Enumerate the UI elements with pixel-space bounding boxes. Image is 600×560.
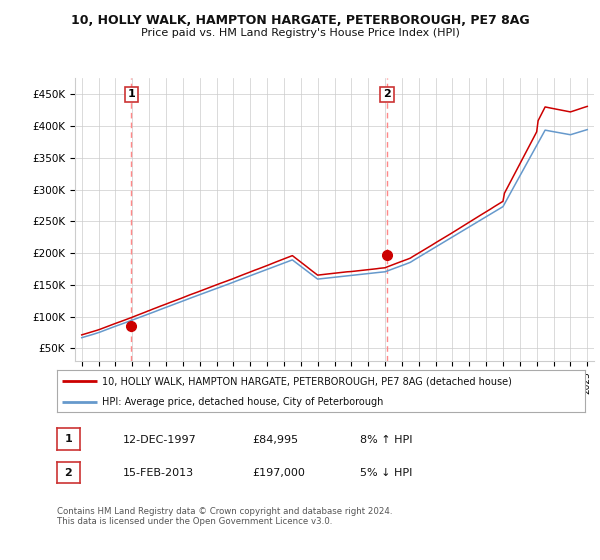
Text: 5% ↓ HPI: 5% ↓ HPI xyxy=(360,468,412,478)
Text: Contains HM Land Registry data © Crown copyright and database right 2024.
This d: Contains HM Land Registry data © Crown c… xyxy=(57,507,392,526)
Text: 8% ↑ HPI: 8% ↑ HPI xyxy=(360,435,413,445)
Text: 2: 2 xyxy=(65,468,72,478)
Text: £84,995: £84,995 xyxy=(252,435,298,445)
Text: 10, HOLLY WALK, HAMPTON HARGATE, PETERBOROUGH, PE7 8AG (detached house): 10, HOLLY WALK, HAMPTON HARGATE, PETERBO… xyxy=(102,376,512,386)
Text: 1: 1 xyxy=(128,89,136,99)
Text: Price paid vs. HM Land Registry's House Price Index (HPI): Price paid vs. HM Land Registry's House … xyxy=(140,28,460,38)
Text: HPI: Average price, detached house, City of Peterborough: HPI: Average price, detached house, City… xyxy=(102,398,383,407)
Text: 1: 1 xyxy=(65,434,72,444)
Text: 15-FEB-2013: 15-FEB-2013 xyxy=(123,468,194,478)
Text: 2: 2 xyxy=(383,89,391,99)
Text: 10, HOLLY WALK, HAMPTON HARGATE, PETERBOROUGH, PE7 8AG: 10, HOLLY WALK, HAMPTON HARGATE, PETERBO… xyxy=(71,14,529,27)
Text: 12-DEC-1997: 12-DEC-1997 xyxy=(123,435,197,445)
Text: £197,000: £197,000 xyxy=(252,468,305,478)
